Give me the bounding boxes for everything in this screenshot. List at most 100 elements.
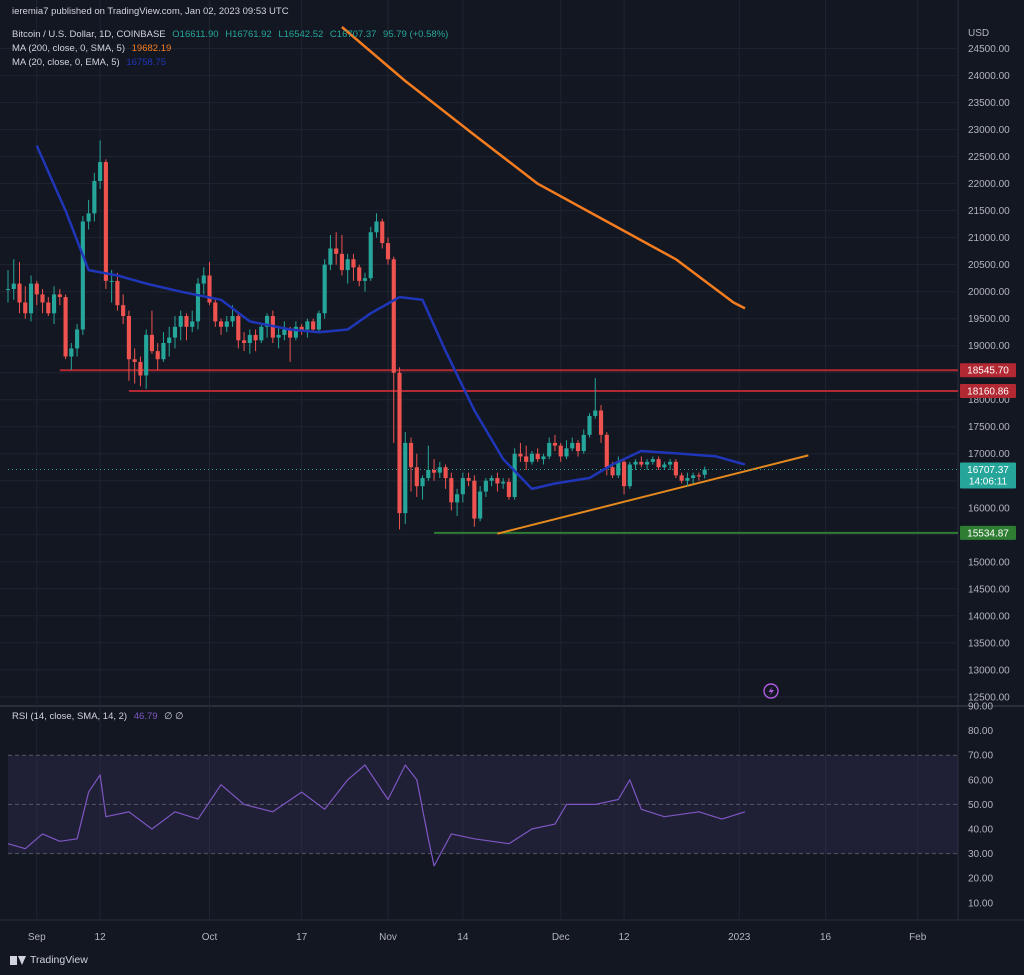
price-axis-title: USD	[968, 28, 989, 39]
candle-body	[633, 461, 638, 465]
price-label-text: 16707.37	[967, 465, 1009, 476]
candle-body	[552, 442, 558, 446]
candle-body	[161, 343, 166, 360]
candle-body	[380, 221, 385, 244]
candle-body	[455, 494, 460, 503]
price-tick-label: 15000.00	[968, 557, 1010, 568]
price-tick-label: 20500.00	[968, 260, 1010, 271]
candle-body	[518, 453, 523, 457]
candle-body	[265, 315, 270, 327]
rsi-tick-label: 20.00	[968, 874, 993, 885]
rsi-legend[interactable]: RSI (14, close, SMA, 14, 2) 46.79 ∅ ∅	[12, 711, 187, 722]
price-tick-label: 13000.00	[968, 665, 1010, 676]
candle-body	[132, 359, 137, 362]
time-tick-label: 17	[296, 932, 308, 943]
candle-body	[259, 326, 264, 341]
candle-body	[51, 294, 57, 314]
candle-body	[385, 243, 391, 260]
candle-body	[443, 467, 448, 479]
ohlc-high: H16761.92	[225, 29, 272, 40]
candle-body	[190, 321, 195, 327]
candle-body	[662, 464, 667, 468]
candle-body	[155, 351, 160, 360]
candle-body	[408, 442, 414, 468]
candle-body	[558, 445, 563, 457]
candle-body	[489, 478, 494, 481]
candle-body	[437, 467, 442, 473]
candle-body	[195, 283, 201, 322]
candle-body	[34, 283, 39, 295]
price-label-text: 18160.86	[967, 387, 1009, 398]
tradingview-brand[interactable]: TradingView	[10, 954, 88, 966]
candle-body	[541, 456, 546, 460]
candle-body	[673, 461, 678, 476]
moving-average-lines	[35, 26, 746, 491]
price-tick-label: 24500.00	[968, 44, 1010, 55]
candle-body	[529, 453, 535, 462]
candle-body	[57, 294, 62, 298]
candle-body	[616, 461, 621, 476]
candle-body	[218, 321, 224, 327]
candle-body	[207, 275, 212, 303]
candle-body	[46, 302, 51, 314]
candle-body	[478, 491, 483, 519]
candle-body	[184, 315, 189, 327]
candle-body	[236, 315, 241, 341]
price-label-tag	[960, 363, 1016, 378]
price-label-tag	[960, 462, 1016, 489]
candle-body	[656, 459, 661, 468]
candle-body	[691, 475, 696, 479]
candle-body	[316, 313, 321, 330]
price-tick-label: 14000.00	[968, 611, 1010, 622]
price-tick-label: 21500.00	[968, 206, 1010, 217]
candle-body	[575, 442, 581, 452]
candle-body	[501, 481, 506, 484]
candle-body	[621, 461, 627, 487]
candle-body	[328, 248, 333, 265]
price-label-text: 18545.70	[967, 366, 1009, 377]
candle-body	[564, 448, 569, 457]
candle-body	[103, 162, 108, 281]
candle-body	[339, 253, 345, 271]
candle-body	[253, 334, 258, 341]
candle-body	[702, 469, 707, 475]
candle-body	[449, 478, 454, 503]
candle-body	[69, 348, 74, 357]
candle-body	[305, 321, 310, 330]
price-tick-label: 24000.00	[968, 71, 1010, 82]
ema20-legend[interactable]: MA (20, close, 0, EMA, 5) 16758.75	[12, 57, 170, 68]
candle-body	[524, 456, 529, 462]
lightning-icon[interactable]	[763, 683, 779, 699]
candle-body	[512, 453, 517, 497]
candle-body	[685, 478, 690, 481]
price-label-countdown: 14:06:11	[969, 477, 1008, 488]
candle-body	[570, 442, 575, 449]
price-label-tag	[960, 525, 1016, 540]
candle-body	[679, 475, 684, 481]
ma200-legend[interactable]: MA (200, close, 0, SMA, 5) 19682.19	[12, 43, 175, 54]
rsi-tick-label: 90.00	[968, 702, 993, 713]
price-tick-label: 19500.00	[968, 314, 1010, 325]
candle-body	[668, 461, 673, 465]
price-tick-label: 18000.00	[968, 395, 1010, 406]
rsi-tick-label: 70.00	[968, 751, 993, 762]
candle-body	[495, 478, 500, 484]
ma200-legend-value: 19682.19	[131, 43, 172, 54]
candle-body	[149, 334, 155, 352]
candle-body	[650, 459, 655, 462]
symbol-title: Bitcoin / U.S. Dollar, 1D, COINBASE	[12, 29, 166, 40]
candle-body	[535, 453, 540, 460]
price-tick-label: 22000.00	[968, 179, 1010, 190]
price-label-text: 15534.87	[967, 528, 1009, 539]
price-tick-label: 19000.00	[968, 341, 1010, 352]
candle-body	[282, 329, 287, 335]
candle-body	[224, 321, 229, 327]
time-axis: Sep 12 Oct 17 Nov 14 Dec 12 2023 16 Feb	[28, 932, 927, 943]
candle-body	[98, 162, 103, 181]
candle-body	[426, 469, 431, 479]
rsi-tick-label: 80.00	[968, 726, 993, 737]
time-tick-label: Sep	[28, 932, 46, 943]
candle-body	[431, 469, 437, 473]
time-tick-label: Oct	[202, 932, 218, 943]
